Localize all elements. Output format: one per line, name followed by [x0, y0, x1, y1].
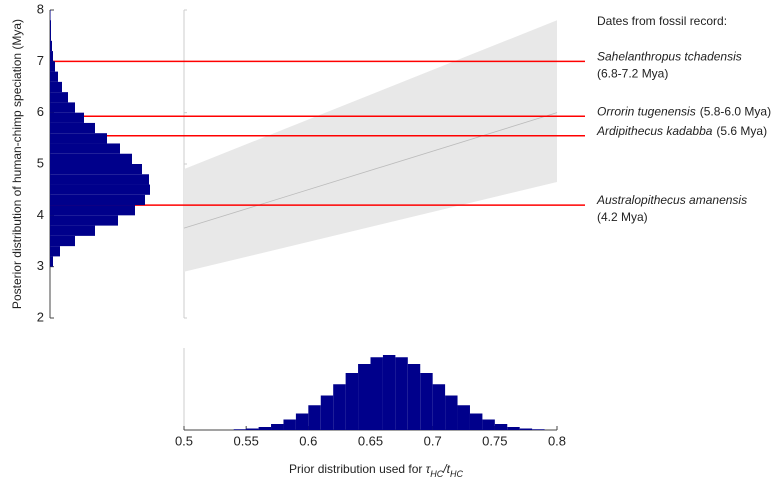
bar [271, 424, 284, 430]
bar [345, 373, 359, 430]
reference-title: Dates from fossil record: [597, 14, 727, 28]
bar [432, 384, 446, 430]
date-range: (4.2 Mya) [597, 210, 648, 224]
x-axis-label: Prior distribution used for τHC/tHC [289, 462, 463, 479]
bar [283, 419, 296, 430]
bar [50, 102, 75, 113]
bar [50, 10, 51, 21]
x-label-sub: HC [430, 469, 443, 479]
date-range: (5.6 Mya) [716, 124, 767, 138]
bar [382, 355, 396, 430]
x-label-slash: /t [442, 462, 450, 476]
bar [50, 235, 75, 247]
bar [50, 153, 132, 164]
bar [50, 112, 84, 123]
y-tick-label: 2 [37, 309, 44, 324]
x-tick-label: 0.5 [175, 433, 193, 448]
bar [482, 419, 495, 430]
y-tick-label: 6 [37, 104, 44, 119]
bar [50, 40, 52, 52]
y-tick-label: 4 [37, 207, 44, 222]
bar [246, 428, 259, 430]
bar [50, 246, 60, 257]
bar [50, 164, 142, 175]
bar [308, 405, 321, 430]
bar [50, 184, 150, 195]
bar [532, 429, 545, 430]
bar [50, 81, 62, 93]
bar [50, 61, 55, 72]
bar [395, 357, 408, 430]
x-tick-label: 0.6 [299, 433, 317, 448]
x-tick-label: 0.65 [358, 433, 383, 448]
x-label-sub: HC [450, 469, 463, 479]
bar [494, 424, 508, 430]
y-tick-label: 3 [37, 258, 44, 273]
bar [420, 373, 433, 430]
bar [50, 71, 58, 82]
species-name: Australopithecus amanensis [596, 193, 747, 207]
reference-label: Ardipithecus kadabba (5.6 Mya) [596, 124, 767, 138]
bar [295, 413, 309, 430]
species-name: Ardipithecus kadabba [596, 124, 713, 138]
bar [370, 357, 383, 430]
bar [233, 429, 247, 430]
x-tick-label: 0.75 [482, 433, 507, 448]
bar [407, 364, 421, 430]
bar [258, 427, 272, 430]
bar [358, 364, 371, 430]
bar [50, 133, 107, 144]
reference-label: Orrorin tugenensis (5.8-6.0 Mya) [597, 104, 771, 118]
x-tick-label: 0.55 [234, 433, 259, 448]
date-range: (6.8-7.2 Mya) [597, 67, 668, 81]
bar [50, 256, 53, 267]
x-tick-label: 0.8 [548, 433, 566, 448]
bar [519, 428, 533, 430]
bar [507, 427, 520, 430]
x-label-text: Prior distribution used for [289, 462, 422, 476]
y-tick-label: 8 [37, 1, 44, 16]
bar [50, 122, 95, 134]
center-line [183, 112, 558, 229]
bar [50, 92, 68, 103]
reference-label: Sahelanthropus tchadensis (6.8-7.2 Mya) [597, 50, 742, 81]
bar [50, 205, 135, 216]
x-label-tau: τ [426, 462, 432, 476]
date-range: (5.8-6.0 Mya) [700, 104, 771, 118]
bar [50, 30, 51, 41]
bar [50, 194, 145, 206]
species-name: Orrorin tugenensis [597, 104, 696, 118]
bar [469, 413, 483, 430]
x-tick-label: 0.7 [424, 433, 442, 448]
bar [50, 51, 53, 62]
bar [50, 215, 118, 226]
y-tick-label: 7 [37, 53, 44, 68]
bar [445, 395, 458, 430]
bar [50, 225, 95, 236]
bar [50, 174, 149, 185]
bar [320, 395, 334, 430]
bar [333, 384, 346, 430]
y-axis-label: Posterior distribution of human-chimp sp… [10, 19, 24, 309]
bar [50, 143, 120, 154]
species-name: Sahelanthropus tchadensis [597, 50, 742, 64]
bar [50, 20, 51, 31]
bar [457, 405, 470, 430]
confidence-band [184, 20, 557, 272]
y-tick-label: 5 [37, 155, 44, 170]
reference-label: Australopithecus amanensis (4.2 Mya) [596, 193, 747, 224]
